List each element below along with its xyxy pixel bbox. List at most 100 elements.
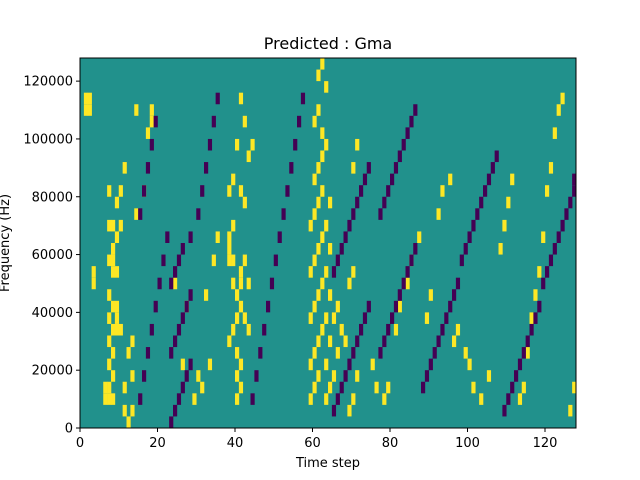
low-cell bbox=[188, 358, 193, 371]
high-cell bbox=[428, 289, 433, 301]
low-cell bbox=[347, 358, 352, 371]
y-axis: 0 20000 40000 60000 80000 100000 120000 bbox=[23, 75, 80, 437]
high-cell bbox=[312, 115, 317, 128]
x-tick-label: 80 bbox=[382, 436, 399, 451]
low-cell bbox=[266, 300, 271, 313]
high-cell bbox=[246, 150, 251, 163]
high-cell bbox=[448, 173, 453, 186]
low-cell bbox=[382, 335, 387, 348]
high-cell bbox=[316, 243, 321, 255]
high-cell bbox=[386, 381, 391, 394]
y-tick-label: 20000 bbox=[32, 364, 73, 379]
y-tick-label: 40000 bbox=[32, 306, 73, 321]
high-cell bbox=[572, 381, 577, 394]
high-cell bbox=[107, 219, 112, 232]
high-cell bbox=[231, 173, 236, 186]
low-cell bbox=[157, 277, 162, 290]
low-cell bbox=[506, 393, 511, 405]
low-cell bbox=[169, 416, 174, 428]
low-cell bbox=[149, 323, 154, 336]
low-cell bbox=[486, 173, 492, 186]
low-cell bbox=[165, 231, 170, 243]
high-cell bbox=[130, 370, 135, 382]
low-cell bbox=[401, 277, 406, 290]
low-cell bbox=[362, 312, 368, 324]
low-cell bbox=[351, 347, 356, 359]
y-tick-label: 60000 bbox=[32, 248, 73, 263]
high-cell bbox=[227, 243, 232, 255]
high-cell bbox=[134, 208, 139, 220]
low-cell bbox=[331, 266, 337, 278]
low-cell bbox=[409, 254, 414, 267]
low-cell bbox=[142, 370, 147, 382]
low-cell bbox=[277, 231, 282, 243]
low-cell bbox=[297, 115, 302, 128]
high-cell bbox=[308, 266, 313, 278]
low-cell bbox=[409, 115, 414, 128]
high-cell bbox=[351, 266, 356, 278]
low-cell bbox=[556, 231, 561, 243]
high-cell bbox=[91, 266, 96, 278]
high-cell bbox=[324, 358, 329, 371]
low-cell bbox=[204, 162, 209, 174]
high-cell bbox=[498, 243, 503, 255]
high-cell bbox=[339, 323, 344, 336]
low-cell bbox=[490, 162, 495, 174]
low-cell bbox=[335, 254, 340, 267]
low-cell bbox=[560, 219, 565, 232]
high-cell bbox=[227, 335, 232, 348]
high-cell bbox=[238, 266, 244, 278]
low-cell bbox=[254, 370, 259, 382]
low-cell bbox=[421, 381, 426, 394]
high-cell bbox=[111, 243, 116, 255]
low-cell bbox=[142, 185, 147, 197]
low-cell bbox=[169, 347, 174, 359]
high-cell bbox=[533, 289, 538, 301]
low-cell bbox=[405, 266, 410, 278]
low-cell bbox=[184, 300, 189, 313]
low-cell bbox=[525, 335, 530, 348]
high-cell bbox=[235, 312, 240, 324]
low-cell bbox=[180, 381, 185, 394]
low-cell bbox=[176, 323, 182, 336]
low-cell bbox=[355, 196, 360, 209]
low-cell bbox=[548, 254, 554, 267]
low-cell bbox=[343, 370, 348, 382]
low-cell bbox=[452, 289, 457, 301]
high-cell bbox=[114, 312, 120, 324]
low-cell bbox=[378, 347, 383, 359]
high-cell bbox=[316, 196, 321, 209]
high-cell bbox=[118, 219, 123, 232]
low-cell bbox=[393, 300, 399, 313]
high-cell bbox=[335, 300, 340, 313]
low-cell bbox=[188, 231, 193, 243]
low-cell bbox=[258, 347, 263, 359]
low-cell bbox=[273, 254, 278, 267]
high-cell bbox=[192, 393, 197, 405]
high-cell bbox=[250, 138, 255, 151]
high-cell bbox=[149, 115, 154, 128]
high-cell bbox=[238, 300, 244, 313]
high-cell bbox=[455, 323, 461, 336]
high-cell bbox=[424, 312, 430, 324]
low-cell bbox=[533, 312, 538, 324]
x-tick-label: 120 bbox=[533, 436, 558, 451]
low-cell bbox=[502, 404, 507, 417]
low-cell bbox=[145, 162, 151, 174]
high-cell bbox=[351, 162, 356, 174]
high-cell bbox=[320, 277, 325, 290]
high-cell bbox=[122, 162, 127, 174]
x-tick-label: 100 bbox=[455, 436, 480, 451]
high-cell bbox=[393, 323, 399, 336]
low-cell bbox=[424, 370, 430, 382]
high-cell bbox=[320, 150, 325, 163]
high-cell bbox=[328, 196, 333, 209]
high-cell bbox=[83, 92, 89, 105]
high-cell bbox=[324, 81, 329, 93]
high-cell bbox=[324, 266, 329, 278]
high-cell bbox=[355, 370, 360, 382]
low-cell bbox=[386, 323, 391, 336]
low-cell bbox=[572, 185, 577, 197]
high-cell bbox=[238, 358, 244, 371]
high-cell bbox=[242, 196, 247, 209]
